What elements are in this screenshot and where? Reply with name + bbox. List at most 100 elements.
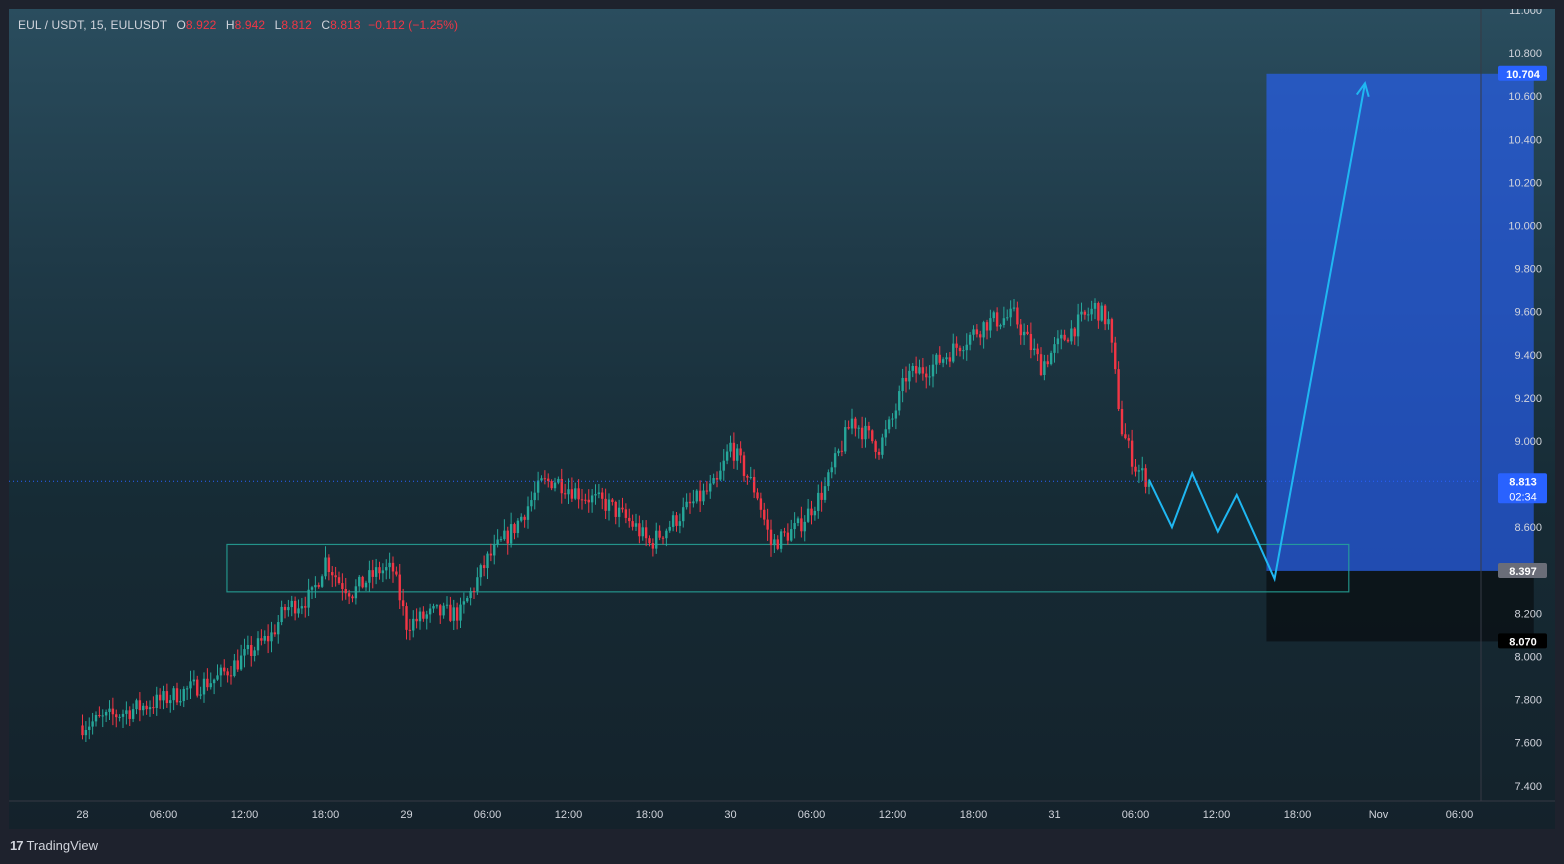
candle-body (736, 448, 739, 461)
candle-body (648, 538, 651, 544)
candle-body (415, 618, 418, 622)
candle-body (827, 472, 830, 487)
candle-body (395, 571, 398, 575)
candle-body (236, 660, 239, 670)
candle-body (695, 490, 698, 502)
candle-body (361, 576, 364, 588)
candle-body (422, 611, 425, 619)
candle-body (1141, 468, 1144, 471)
y-tick-label: 7.400 (1514, 781, 1542, 793)
x-tick-label: 28 (76, 809, 88, 821)
candle-body (925, 373, 928, 378)
candle-body (226, 671, 229, 676)
candle-body (273, 632, 277, 635)
candle-body (499, 539, 503, 541)
candle-body (94, 715, 98, 722)
candle-body (725, 451, 729, 461)
candle-body (898, 391, 901, 411)
legend-close-label: C (321, 18, 331, 32)
x-tick-label: 18:00 (636, 809, 664, 821)
candle-body (331, 572, 334, 576)
candle-body (297, 608, 300, 614)
candle-body (104, 711, 108, 716)
candle-body (466, 598, 469, 602)
candle-body (844, 427, 847, 452)
candle-body (364, 582, 368, 588)
candle-body (88, 726, 91, 730)
candle-body (607, 499, 611, 511)
y-tick-label: 9.600 (1514, 307, 1542, 319)
candle-body (1127, 438, 1130, 441)
x-tick-label: 18:00 (960, 809, 988, 821)
candle-body (152, 707, 155, 709)
candle-body (91, 721, 94, 727)
candle-body (877, 451, 881, 455)
candle-body (189, 681, 192, 689)
candle-body (918, 367, 921, 374)
candle-body (817, 492, 820, 511)
candle-body (270, 632, 273, 642)
candle-body (887, 419, 891, 430)
candle-body (1066, 339, 1070, 342)
x-tick-label: 31 (1048, 809, 1060, 821)
candle-body (543, 478, 547, 480)
candle-body (729, 442, 732, 452)
candle-body (1087, 314, 1090, 316)
candle-body (793, 523, 796, 530)
candle-body (1103, 305, 1107, 325)
projection-arrowhead (1355, 81, 1370, 98)
candle-body (1124, 434, 1127, 439)
candle-body (253, 650, 256, 656)
candle-body (999, 325, 1002, 327)
tradingview-brand[interactable]: 17 TradingView (10, 838, 98, 853)
candle-body (678, 521, 682, 526)
candle-body (347, 593, 351, 597)
y-tick-label: 10.800 (1508, 48, 1542, 60)
last-price-badge-bg (1498, 473, 1547, 504)
candle-body (1137, 470, 1141, 472)
candle-body (162, 691, 165, 701)
candle-body (337, 577, 341, 584)
candle-body (1090, 308, 1093, 315)
candle-body (854, 418, 857, 429)
entry-price-badge-bg (1498, 562, 1547, 578)
candle-body (520, 516, 523, 521)
legend-high-label: H (225, 18, 235, 32)
candle-body (260, 638, 263, 641)
candle-body (810, 508, 813, 516)
candle-body (611, 499, 614, 502)
candle-body (712, 478, 715, 484)
candle-body (688, 501, 692, 504)
legend-low-label: L (274, 18, 282, 32)
chart-frame[interactable]: 7.4007.6007.8008.0008.2008.4008.6008.800… (9, 9, 1555, 829)
chart-svg[interactable]: 7.4007.6007.8008.0008.2008.4008.6008.800… (9, 9, 1555, 829)
candle-body (229, 675, 233, 677)
candle-body (445, 604, 449, 606)
candle-body (557, 478, 560, 483)
candle-body (300, 606, 304, 609)
candle-body (131, 709, 135, 719)
candle-body (1073, 328, 1076, 337)
candle-body (840, 450, 844, 452)
candle-body (1029, 333, 1033, 351)
candle-body (486, 553, 489, 569)
candle-body (98, 715, 101, 717)
candle-body (685, 501, 688, 508)
candle-body (1022, 331, 1026, 336)
candle-body (391, 562, 395, 572)
candle-body (790, 529, 793, 541)
candle-body (945, 357, 948, 360)
candle-body (283, 606, 287, 611)
candle-body (145, 705, 148, 710)
candle-body (135, 700, 138, 710)
candle-body (806, 508, 810, 522)
candle-body (580, 499, 584, 501)
candle-body (476, 577, 479, 592)
candle-body (455, 607, 459, 621)
candle-body (374, 567, 378, 577)
candle-body (179, 701, 182, 703)
target-price-badge: 10.704 (1506, 69, 1541, 81)
x-tick-label: 06:00 (798, 809, 826, 821)
y-tick-label: 10.400 (1508, 134, 1542, 146)
candle-body (1060, 334, 1063, 339)
